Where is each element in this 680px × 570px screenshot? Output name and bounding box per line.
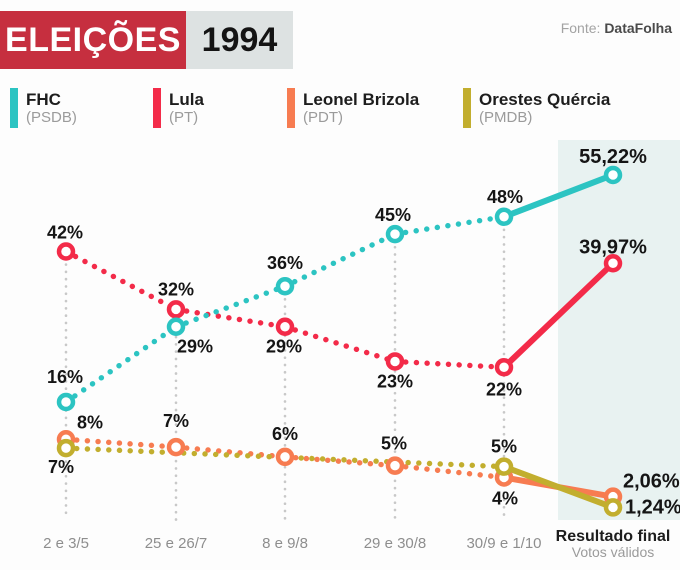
point-label-Orestes Quércia: 7% xyxy=(48,457,74,477)
year-box: 1994 xyxy=(186,11,293,69)
point-label-FHC: 45% xyxy=(375,205,411,225)
point-marker-FHC xyxy=(275,276,295,296)
point-label-Lula: 29% xyxy=(266,337,302,357)
point-marker-FHC xyxy=(603,165,623,185)
series-dotted-segment-Lula xyxy=(392,358,507,370)
point-marker-Leonel Brizola xyxy=(275,447,295,467)
legend-item-1: FHC (PSDB) xyxy=(10,88,77,128)
series-dotted-segment-FHC xyxy=(282,231,398,289)
point-marker-Orestes Quércia xyxy=(56,438,76,458)
point-label-FHC: 48% xyxy=(487,187,523,207)
point-label-Orestes Quércia: 1,24% xyxy=(625,496,680,518)
series-dotted-segment-Leonel Brizola xyxy=(282,454,398,469)
title-box: ELEIÇÕES xyxy=(0,11,186,69)
series-dotted-segment-Leonel Brizola xyxy=(63,436,179,450)
series-dotted-segment-Orestes Quércia xyxy=(63,445,507,470)
legend-text: Orestes Quércia (PMDB) xyxy=(479,88,610,128)
year-label: 1994 xyxy=(201,20,278,59)
point-label-Leonel Brizola: 4% xyxy=(492,488,518,508)
legend: FHC (PSDB) Lula (PT) Leonel Brizola (PDT) Ores… xyxy=(0,88,680,134)
final-result-band xyxy=(558,140,680,520)
point-label-Lula: 42% xyxy=(47,223,83,243)
legend-swatch xyxy=(10,88,18,128)
legend-candidate-name: Lula xyxy=(169,89,204,109)
series-final-segment-Lula xyxy=(501,260,616,371)
series-dotted-segment-Lula xyxy=(63,248,179,313)
legend-swatch xyxy=(287,88,295,128)
series-dotted-segment-FHC xyxy=(173,283,288,330)
legend-party-name: (PSDB) xyxy=(26,108,77,126)
point-marker-Leonel Brizola xyxy=(166,437,186,457)
axis-label-3: 8 e 9/8 xyxy=(262,535,308,552)
legend-item-3: Leonel Brizola (PDT) xyxy=(287,88,419,128)
legend-party-name: (PMDB) xyxy=(479,108,533,126)
point-label-Orestes Quércia: 5% xyxy=(491,437,517,457)
point-marker-Orestes Quércia xyxy=(494,457,514,476)
point-marker-Leonel Brizola xyxy=(385,456,405,475)
point-label-FHC: 36% xyxy=(267,253,303,273)
legend-candidate-name: FHC xyxy=(26,89,61,109)
series-dotted-segment-Leonel Brizola xyxy=(173,444,288,460)
point-label-Lula: 22% xyxy=(486,379,522,399)
axis-label-4: 29 e 30/8 xyxy=(364,535,427,552)
legend-text: Lula (PT) xyxy=(169,88,204,128)
legend-party-name: (PDT) xyxy=(303,108,343,126)
series-dotted-segment-Lula xyxy=(282,324,398,365)
series-dotted-segment-Lula xyxy=(173,306,288,330)
legend-swatch xyxy=(153,88,161,128)
legend-candidate-name: Orestes Quércia xyxy=(479,89,611,109)
legend-text: FHC (PSDB) xyxy=(26,88,77,128)
point-marker-Lula xyxy=(494,358,514,377)
point-label-FHC: 29% xyxy=(177,337,213,357)
point-marker-Lula xyxy=(166,300,186,319)
point-marker-FHC xyxy=(494,207,514,227)
legend-item-4: Orestes Quércia (PMDB) xyxy=(463,88,610,128)
series-final-segment-Orestes Quércia xyxy=(501,463,616,511)
point-label-Lula: 39,97% xyxy=(579,236,647,258)
series-dotted-segment-Leonel Brizola xyxy=(392,462,507,481)
point-label-Leonel Brizola: 8% xyxy=(77,412,103,432)
point-marker-Lula xyxy=(385,352,405,371)
source-credit: Fonte: DataFolha xyxy=(561,20,672,36)
point-marker-Lula xyxy=(603,254,623,273)
page-title: ELEIÇÕES xyxy=(5,20,181,59)
point-marker-Lula xyxy=(275,317,295,336)
point-label-Lula: 23% xyxy=(377,371,413,391)
point-marker-Lula xyxy=(56,242,76,261)
series-dotted-segment-FHC xyxy=(392,214,507,237)
point-label-FHC: 55,22% xyxy=(579,146,647,168)
legend-item-2: Lula (PT) xyxy=(153,88,204,128)
legend-text: Leonel Brizola (PDT) xyxy=(303,88,419,128)
series-dotted-segment-FHC xyxy=(63,324,179,405)
axis-label-2: 25 e 26/7 xyxy=(145,535,208,552)
legend-candidate-name: Leonel Brizola xyxy=(303,89,420,109)
point-label-Leonel Brizola: 7% xyxy=(163,411,189,431)
point-marker-FHC xyxy=(385,224,405,244)
point-label-FHC: 16% xyxy=(47,367,83,387)
source-name: DataFolha xyxy=(604,20,672,36)
legend-party-name: (PT) xyxy=(169,108,199,126)
point-marker-FHC xyxy=(56,392,76,412)
axis-label-1: 2 e 3/5 xyxy=(43,535,89,552)
axis-label-5: 30/9 e 1/10 xyxy=(466,535,541,552)
point-label-Leonel Brizola: 6% xyxy=(272,424,298,444)
axis-label-final: Resultado final xyxy=(556,528,671,545)
series-final-segment-FHC xyxy=(501,171,616,220)
point-marker-Orestes Quércia xyxy=(603,498,623,517)
source-prefix: Fonte: xyxy=(560,20,601,36)
axis-sublabel-final: Votos válidos xyxy=(572,544,655,560)
point-label-Leonel Brizola: 5% xyxy=(381,434,407,454)
point-label-Leonel Brizola: 2,06% xyxy=(623,471,680,493)
point-marker-FHC xyxy=(166,317,186,336)
point-label-Lula: 32% xyxy=(158,279,194,299)
legend-swatch xyxy=(463,88,471,128)
